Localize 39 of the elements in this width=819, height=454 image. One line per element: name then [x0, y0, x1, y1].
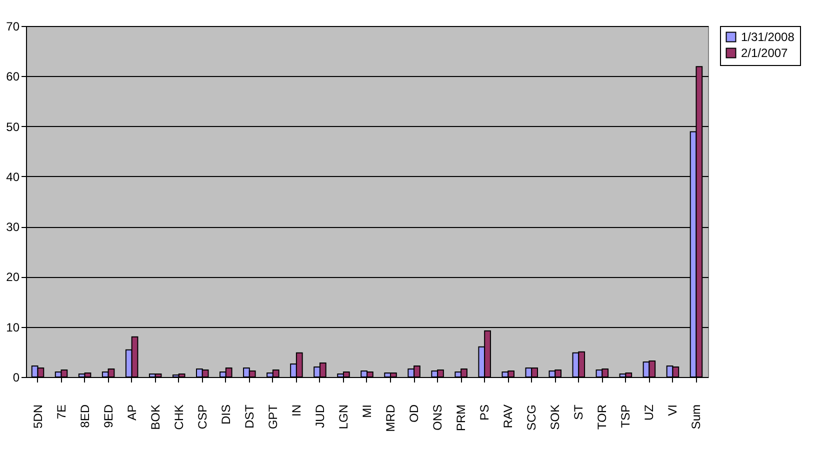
legend-label: 2/1/2007 — [741, 46, 788, 60]
y-tick-label: 20 — [6, 270, 20, 284]
x-tick-label: SOK — [548, 404, 562, 430]
x-tick-label: PS — [478, 404, 492, 421]
y-tick-label: 0 — [12, 370, 20, 384]
y-tick-label: 30 — [6, 220, 20, 234]
x-tick-label: 5DN — [30, 404, 45, 429]
x-tick-label: ONS — [430, 404, 445, 431]
x-tick-label: 9ED — [101, 404, 116, 428]
x-tick-label: PRM — [454, 404, 468, 432]
y-tick-label: 40 — [6, 170, 20, 184]
legend-label: 1/31/2008 — [741, 30, 795, 44]
x-tick-label: IN — [289, 404, 304, 416]
x-tick-label: UZ — [642, 404, 656, 420]
x-tick-label: TOR — [595, 404, 610, 430]
x-tick-label: LGN — [336, 404, 350, 430]
x-tick-label: ST — [572, 404, 586, 420]
x-tick-label: VI — [666, 404, 680, 416]
x-tick-label: SCG — [524, 404, 539, 431]
x-tick-label: AP — [124, 404, 139, 421]
x-tick-label: TSP — [618, 404, 633, 428]
y-tick-label: 70 — [6, 20, 20, 34]
x-tick-label: 8ED — [78, 404, 92, 428]
x-tick-label: BOK — [148, 404, 162, 430]
x-tick-label: DST — [242, 404, 256, 428]
x-tick-label: RAV — [501, 404, 516, 428]
x-tick-label: DIS — [218, 404, 233, 425]
x-tick-label: 7E — [54, 404, 68, 420]
x-tick-label: GPT — [266, 404, 280, 430]
x-tick-label: MI — [360, 404, 374, 418]
y-tick-label: 10 — [6, 320, 20, 334]
y-tick-label: 60 — [6, 70, 20, 84]
x-tick-label: JUD — [312, 404, 327, 428]
x-tick-label: CHK — [172, 404, 186, 430]
x-tick-label: OD — [407, 404, 422, 422]
y-tick-label: 50 — [6, 120, 20, 134]
x-tick-label: Sum — [689, 404, 704, 430]
x-tick-label: MRD — [384, 404, 398, 432]
x-tick-label: CSP — [195, 404, 210, 430]
